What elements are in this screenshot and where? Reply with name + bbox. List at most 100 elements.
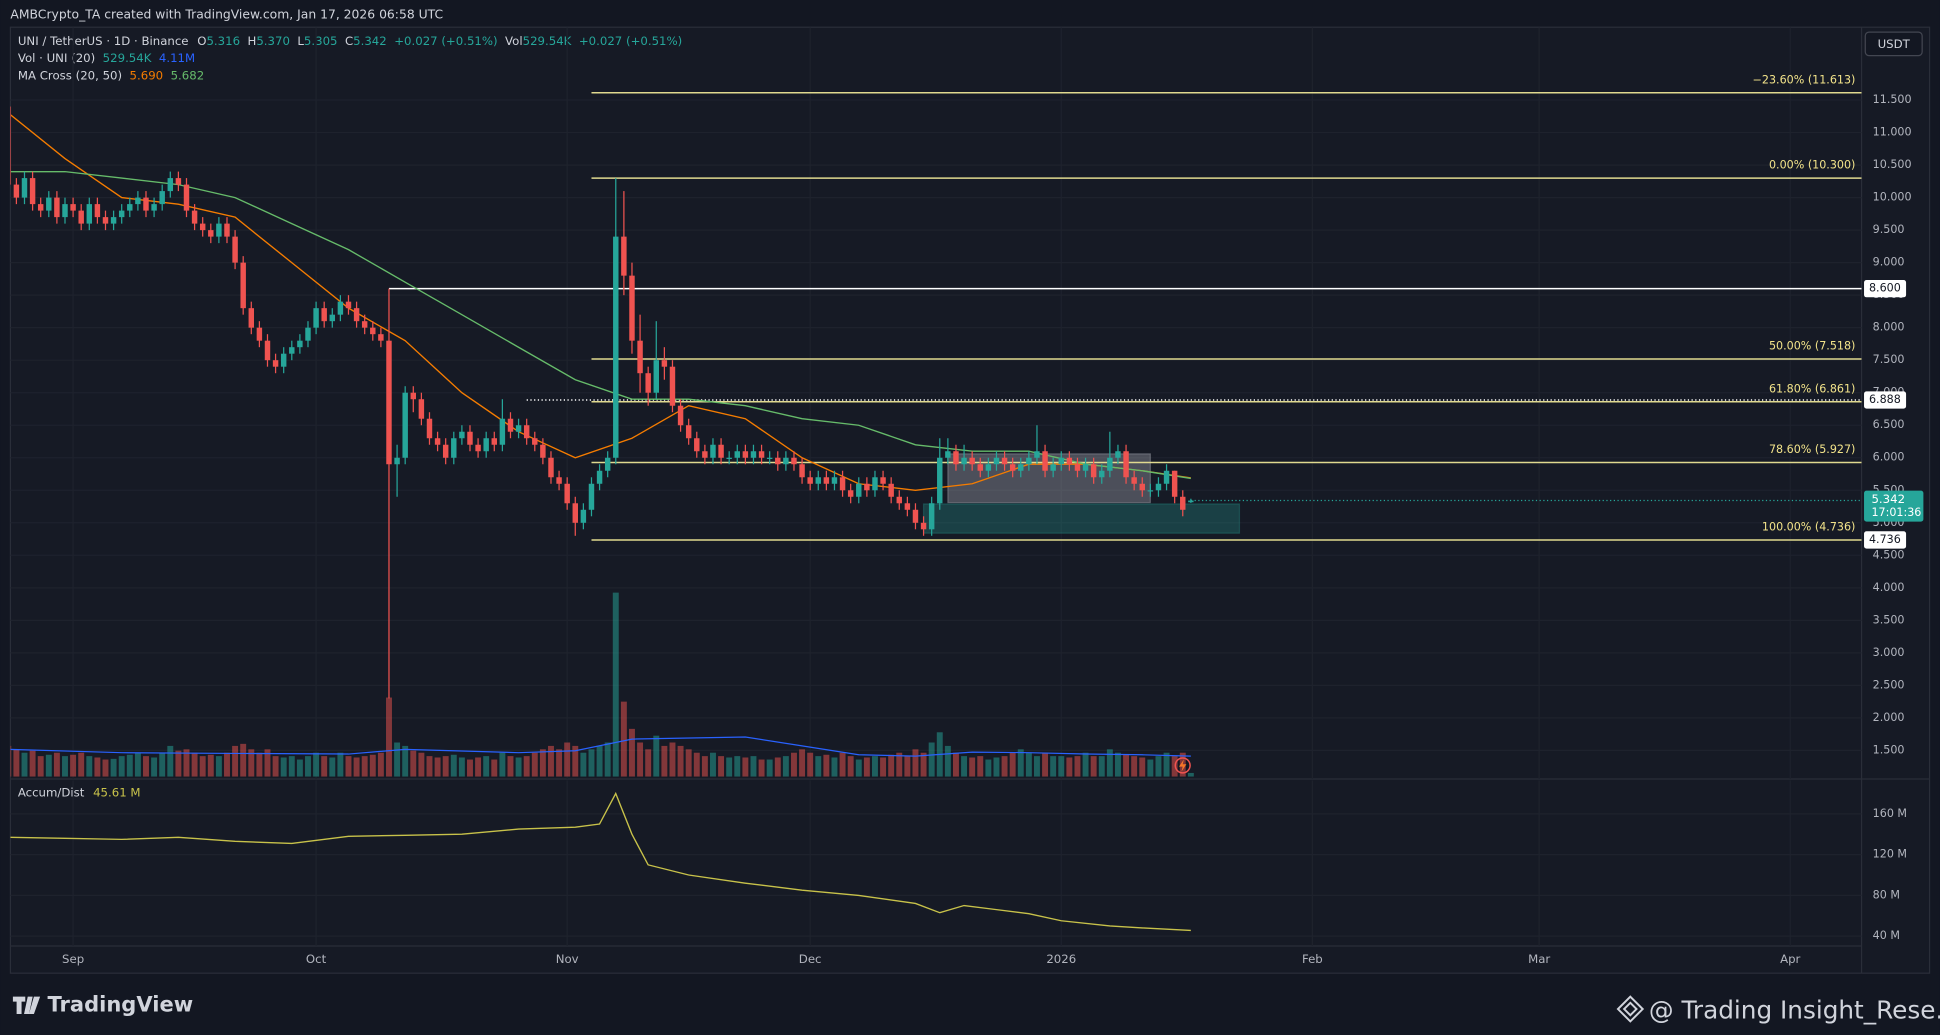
- candle-body: [637, 340, 643, 374]
- volume-bar: [904, 756, 911, 777]
- currency-box[interactable]: [1864, 31, 1923, 57]
- candle-body: [807, 477, 813, 484]
- candle-body: [54, 197, 60, 218]
- volume-bar: [758, 759, 765, 777]
- candle-body: [29, 178, 36, 205]
- volume-bar: [37, 756, 44, 777]
- volume-bar: [661, 745, 668, 777]
- fib-label: 61.80% (6.861): [1769, 382, 1855, 395]
- watermark-icon: [1616, 995, 1645, 1023]
- axis-price-label: 4.736: [1869, 533, 1901, 546]
- volume-bar: [831, 757, 838, 777]
- candle-body: [766, 457, 773, 459]
- volume-bar: [782, 756, 789, 777]
- volume-bar: [369, 754, 376, 777]
- volume-bar: [863, 757, 870, 777]
- candle-body: [70, 204, 76, 211]
- high-key: H: [248, 33, 257, 47]
- volume-bar: [232, 745, 239, 777]
- candle-body: [37, 204, 44, 211]
- volume-bar: [337, 752, 344, 777]
- volume-bar: [507, 756, 514, 777]
- candle-body: [718, 444, 724, 458]
- axis-price-label: 8.600: [1869, 282, 1901, 295]
- candle-body: [386, 340, 392, 465]
- volume-bar: [86, 756, 93, 777]
- candle-body: [13, 184, 20, 198]
- volume-bar: [620, 701, 627, 777]
- candle-body: [694, 438, 700, 452]
- high-value: 5.370: [256, 33, 290, 47]
- volume-bar: [499, 752, 506, 777]
- volume-bar: [1114, 752, 1121, 777]
- candle-body: [62, 204, 68, 218]
- volume-bar: [734, 756, 741, 777]
- volume-bar: [126, 754, 133, 777]
- candle-body: [685, 425, 692, 439]
- x-tick-label: Feb: [1302, 952, 1323, 966]
- volume-study: Vol · UNI (20): [18, 51, 95, 65]
- y-tick-label: 3.000: [1873, 646, 1905, 659]
- candle-body: [208, 230, 214, 237]
- volume-bar: [394, 742, 401, 777]
- axis-price-label: 6.888: [1869, 393, 1901, 406]
- symbol-legend: UNI / TetherUS · 1D · Binance O5.316 H5.…: [18, 33, 682, 47]
- candle-body: [758, 451, 765, 458]
- currency[interactable]: USDT: [1878, 37, 1911, 51]
- volume-bar: [256, 752, 263, 777]
- candle-body: [199, 223, 206, 231]
- x-tick-label: Apr: [1780, 952, 1800, 966]
- y-tick-label: 6.500: [1873, 418, 1905, 431]
- candle-body: [1026, 457, 1032, 465]
- volume-bar: [353, 757, 360, 777]
- fib-label: 50.00% (7.518): [1769, 340, 1855, 353]
- volume-bar: [418, 752, 425, 777]
- candle-body: [78, 210, 84, 224]
- volume-bar: [410, 750, 417, 777]
- y-tick-label: 8.000: [1873, 321, 1905, 334]
- volume-bar: [191, 752, 198, 777]
- volume-bar: [167, 745, 174, 777]
- volume-bar: [726, 757, 733, 777]
- x-tick-label: Oct: [306, 952, 327, 966]
- volume-bar: [880, 757, 887, 777]
- candle-body: [86, 204, 93, 224]
- x-tick-label: Mar: [1528, 952, 1550, 966]
- candle-body: [459, 431, 465, 439]
- volume-bar: [62, 756, 68, 777]
- volume-bar: [1187, 772, 1194, 777]
- candle-body: [370, 327, 376, 335]
- x-tick-label: 2026: [1046, 952, 1076, 966]
- ad-pane: [10, 791, 1191, 932]
- candle-body: [548, 457, 554, 478]
- y-tick-label: 7.500: [1873, 353, 1905, 366]
- candle-body: [1058, 457, 1064, 465]
- volume-bar: [288, 756, 295, 777]
- volume-bar: [491, 759, 498, 777]
- y-tick-label: 11.000: [1873, 126, 1912, 139]
- volume-bar: [952, 752, 959, 777]
- vol-key: Vol: [505, 33, 523, 47]
- series-line: [10, 736, 1191, 757]
- volume-bar: [1171, 756, 1178, 777]
- candle-body: [321, 308, 327, 322]
- volume-bar: [1147, 759, 1154, 777]
- volume-bar: [847, 756, 854, 777]
- candle-body: [961, 457, 967, 465]
- volume-bar: [791, 752, 797, 777]
- candle-body: [1009, 464, 1016, 471]
- volume-bar: [604, 742, 611, 777]
- close-value: 5.342: [353, 33, 387, 47]
- volume-bar: [1066, 757, 1073, 777]
- volume-bar: [143, 756, 149, 777]
- candle-body: [1139, 483, 1145, 491]
- candle-body: [572, 503, 578, 523]
- candle-body: [94, 204, 101, 218]
- candle-body: [872, 477, 878, 491]
- volume-bar: [10, 745, 12, 777]
- candle-body: [775, 457, 781, 465]
- x-tick-label: Nov: [556, 952, 579, 966]
- candle-body: [402, 392, 408, 458]
- volume-bar: [1090, 756, 1097, 777]
